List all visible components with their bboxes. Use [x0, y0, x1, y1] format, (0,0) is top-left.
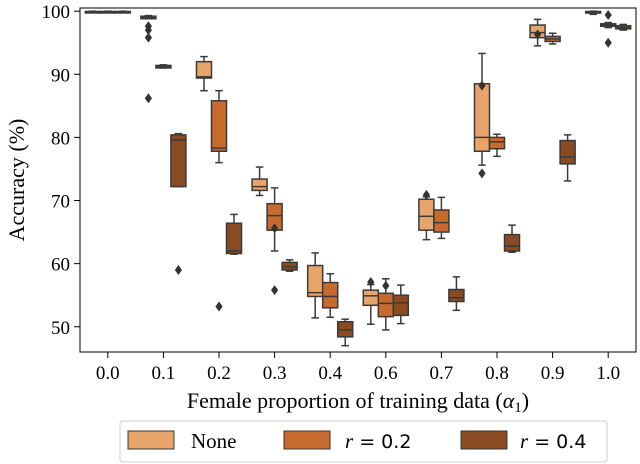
outlier-marker: [422, 189, 430, 200]
box-iqr: [362, 289, 380, 307]
x-tick-label: 1.0: [596, 363, 620, 384]
x-tick-label: 0.3: [263, 363, 287, 384]
x-tick-label: 0.9: [541, 363, 565, 384]
box-iqr: [503, 233, 521, 252]
y-tick-label: 70: [51, 192, 70, 213]
y-tick-label: 100: [42, 2, 71, 23]
x-tick-label: 0.7: [430, 363, 454, 384]
legend-label-r-0-2-symbol: r: [345, 429, 354, 453]
x-axis: 0.0 0.1 0.2 0.3 0.4 0.6 0.7 0.8 0.9 1.0: [96, 352, 620, 384]
box-iqr: [473, 82, 491, 153]
y-axis: 50 60 70 80 90 100: [42, 2, 80, 339]
box-iqr: [170, 134, 187, 188]
box-iqr: [392, 294, 410, 317]
x-axis-label-close: ): [522, 388, 529, 413]
outlier-marker: [144, 25, 152, 36]
outlier-marker: [604, 37, 612, 48]
outlier-marker: [604, 9, 612, 20]
legend-label-none: None: [191, 429, 237, 453]
x-tick-label: 0.6: [374, 363, 398, 384]
x-tick-label: 0.1: [152, 363, 176, 384]
x-axis-label: Female proportion of training data (α1): [187, 388, 529, 416]
outlier-marker: [367, 276, 375, 287]
box-iqr: [321, 281, 339, 309]
legend-swatch-none: [127, 430, 175, 450]
legend-label-r-0-4: r = 0.4: [520, 429, 586, 453]
legend-label-r-0-4-value: = 0.4: [528, 431, 586, 453]
box-iqr: [418, 198, 435, 231]
legend: None r = 0.2 r = 0.4: [119, 420, 608, 463]
y-tick-label: 60: [51, 255, 70, 276]
series-r-0-2: [99, 9, 617, 331]
x-axis-label-text: Female proportion of training data (: [187, 388, 503, 413]
legend-swatch-r-0-4: [460, 430, 508, 450]
legend-label-r-0-4-symbol: r: [520, 429, 529, 453]
series-none: [84, 10, 602, 325]
legend-label-r-0-2: r = 0.2: [345, 429, 411, 453]
y-axis-label: Accuracy (%): [4, 119, 29, 242]
y-tick-label: 80: [51, 128, 70, 149]
box-iqr: [210, 100, 228, 153]
y-tick-label: 90: [51, 65, 70, 86]
legend-label-r-0-2-value: = 0.2: [353, 431, 411, 453]
x-tick-label: 0.8: [485, 363, 509, 384]
box-iqr: [195, 60, 213, 79]
outlier-marker: [382, 280, 390, 291]
outlier-marker: [271, 223, 279, 234]
x-tick-label: 0.0: [96, 363, 120, 384]
outlier-marker: [478, 168, 486, 179]
outlier-marker: [478, 80, 486, 91]
box-iqr: [306, 264, 324, 298]
series-r-0-4: [114, 10, 632, 347]
x-axis-label-symbol: α: [503, 388, 515, 413]
plot-marks: [84, 9, 632, 347]
legend-swatch-r-0-2: [283, 430, 331, 450]
outlier-marker: [533, 29, 542, 40]
box-iqr: [559, 139, 576, 165]
x-axis-label-subscript: 1: [514, 400, 522, 416]
outlier-marker: [174, 264, 183, 275]
outlier-marker: [144, 93, 152, 104]
box-iqr: [488, 136, 506, 150]
box-iqr: [251, 178, 268, 192]
box-iqr: [225, 222, 243, 255]
x-tick-label: 0.4: [318, 363, 342, 384]
box-iqr: [377, 292, 395, 318]
outlier-marker: [215, 301, 223, 312]
plot-frame: [79, 7, 637, 353]
outlier-marker: [271, 285, 279, 296]
outlier-marker: [144, 32, 152, 43]
y-tick-label: 50: [51, 318, 70, 339]
box-iqr: [448, 288, 465, 303]
x-tick-label: 0.2: [207, 363, 231, 384]
box-iqr: [433, 209, 450, 233]
